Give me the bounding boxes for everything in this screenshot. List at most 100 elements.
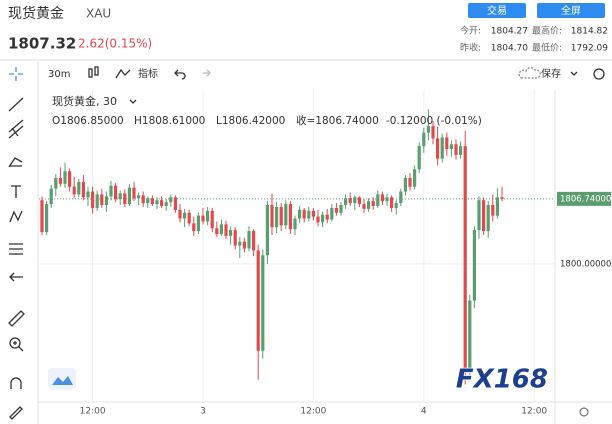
candle-body (146, 198, 150, 204)
candle-body (160, 200, 164, 206)
y-tick-label: 1806.74000 (560, 194, 611, 204)
candle-body (196, 215, 200, 232)
candle-body (380, 194, 384, 202)
trade-label[interactable]: 交易 (487, 4, 507, 17)
candle-body (422, 132, 426, 147)
stat-label: 昨收: (460, 42, 481, 54)
candle-body (40, 200, 44, 233)
undo[interactable] (174, 69, 186, 80)
quote-name: 现货黄金 (8, 5, 64, 22)
candle-body (440, 137, 444, 159)
candle-body (357, 197, 361, 205)
candle-body (155, 200, 159, 205)
logo-button[interactable] (48, 368, 76, 390)
candle-body (247, 231, 251, 249)
candle-body (238, 241, 242, 246)
redo[interactable] (203, 69, 211, 77)
candle-body (325, 214, 329, 220)
candle-body (413, 169, 417, 187)
stat-value: 1804.27 (491, 27, 528, 37)
stat-label: 最低价: (532, 42, 562, 54)
save[interactable]: 保存 (541, 67, 561, 80)
indicator-icon[interactable] (115, 68, 131, 79)
candle-icon[interactable] (88, 66, 99, 78)
candle-body (362, 204, 366, 209)
candle-body (275, 206, 279, 228)
candle-body (394, 203, 398, 208)
candle-body (137, 195, 141, 199)
candle-body (321, 214, 325, 223)
candle-body (173, 197, 177, 210)
candle-body (233, 230, 237, 246)
candle-body (408, 178, 412, 187)
fullscreen-button[interactable] (537, 3, 605, 18)
candle-body (495, 197, 499, 216)
drawing-tools[interactable] (8, 67, 25, 420)
stat-value: 1792.09 (571, 44, 608, 54)
candle-body (298, 209, 302, 219)
candle-body (463, 146, 467, 371)
stat-label: 今开: (460, 25, 481, 37)
candle-body (49, 188, 53, 205)
candle-body (219, 224, 223, 234)
candle-body (58, 178, 62, 184)
ohlc-change: -0.12000 (-0.01%) (386, 115, 482, 127)
candle-body (311, 210, 315, 217)
candle-body (445, 137, 449, 150)
save-menu[interactable] (570, 71, 578, 76)
candle-body (348, 198, 352, 204)
candle-body (316, 216, 320, 223)
candle-body (54, 178, 58, 189)
candle-body (307, 210, 311, 219)
interval[interactable]: 30m (48, 69, 70, 80)
x-tick-label: 12:00 (300, 407, 326, 417)
candle-body (256, 250, 260, 351)
candle-body (344, 198, 348, 206)
candle-body (100, 194, 104, 206)
ohlc-close: 收=1806.74000 (296, 114, 379, 127)
candle-body (178, 209, 182, 219)
candle-body (95, 194, 99, 208)
candle-body (390, 197, 394, 208)
axis-settings[interactable] (579, 407, 589, 417)
indicators[interactable]: 指标 (138, 67, 158, 80)
candle-body (477, 200, 481, 231)
candle-body (459, 146, 463, 155)
candle-body (201, 215, 205, 222)
cloud-icon[interactable] (518, 66, 541, 79)
candle-body (104, 196, 108, 206)
candle-body (399, 191, 403, 204)
ohlc-high: H1808.61000 (134, 115, 205, 127)
candle-body (109, 185, 113, 197)
candle-body (417, 146, 421, 170)
candle-body (114, 185, 118, 200)
fullscreen-label[interactable]: 全屏 (561, 4, 581, 17)
quote-price: 1807.32 (8, 35, 76, 53)
candle-body (385, 197, 389, 202)
candle-body (123, 193, 127, 205)
candle-body (367, 201, 371, 209)
candle-body (210, 210, 214, 229)
trade-button[interactable] (468, 3, 526, 18)
ohlc-low: L1806.42000 (216, 115, 285, 127)
candle-body (68, 171, 72, 187)
logo-icon (52, 376, 73, 385)
candle-body (449, 144, 453, 150)
candle-body (183, 212, 187, 219)
candle-body (169, 197, 173, 203)
candle-body (81, 181, 85, 198)
candle-body (91, 191, 95, 208)
legend-menu[interactable] (129, 99, 137, 104)
candle-body (339, 205, 343, 213)
x-tick-label: 12:00 (521, 407, 547, 417)
stat-value: 1804.70 (491, 44, 528, 54)
candle-body (486, 205, 490, 232)
plot (39, 90, 555, 402)
stat-value: 1814.82 (571, 27, 608, 37)
candle-body (164, 202, 168, 206)
legend-title: 现货黄金, 30 (52, 94, 117, 108)
settings[interactable] (593, 68, 605, 80)
candle-body (265, 205, 269, 256)
candle-body (132, 187, 136, 199)
